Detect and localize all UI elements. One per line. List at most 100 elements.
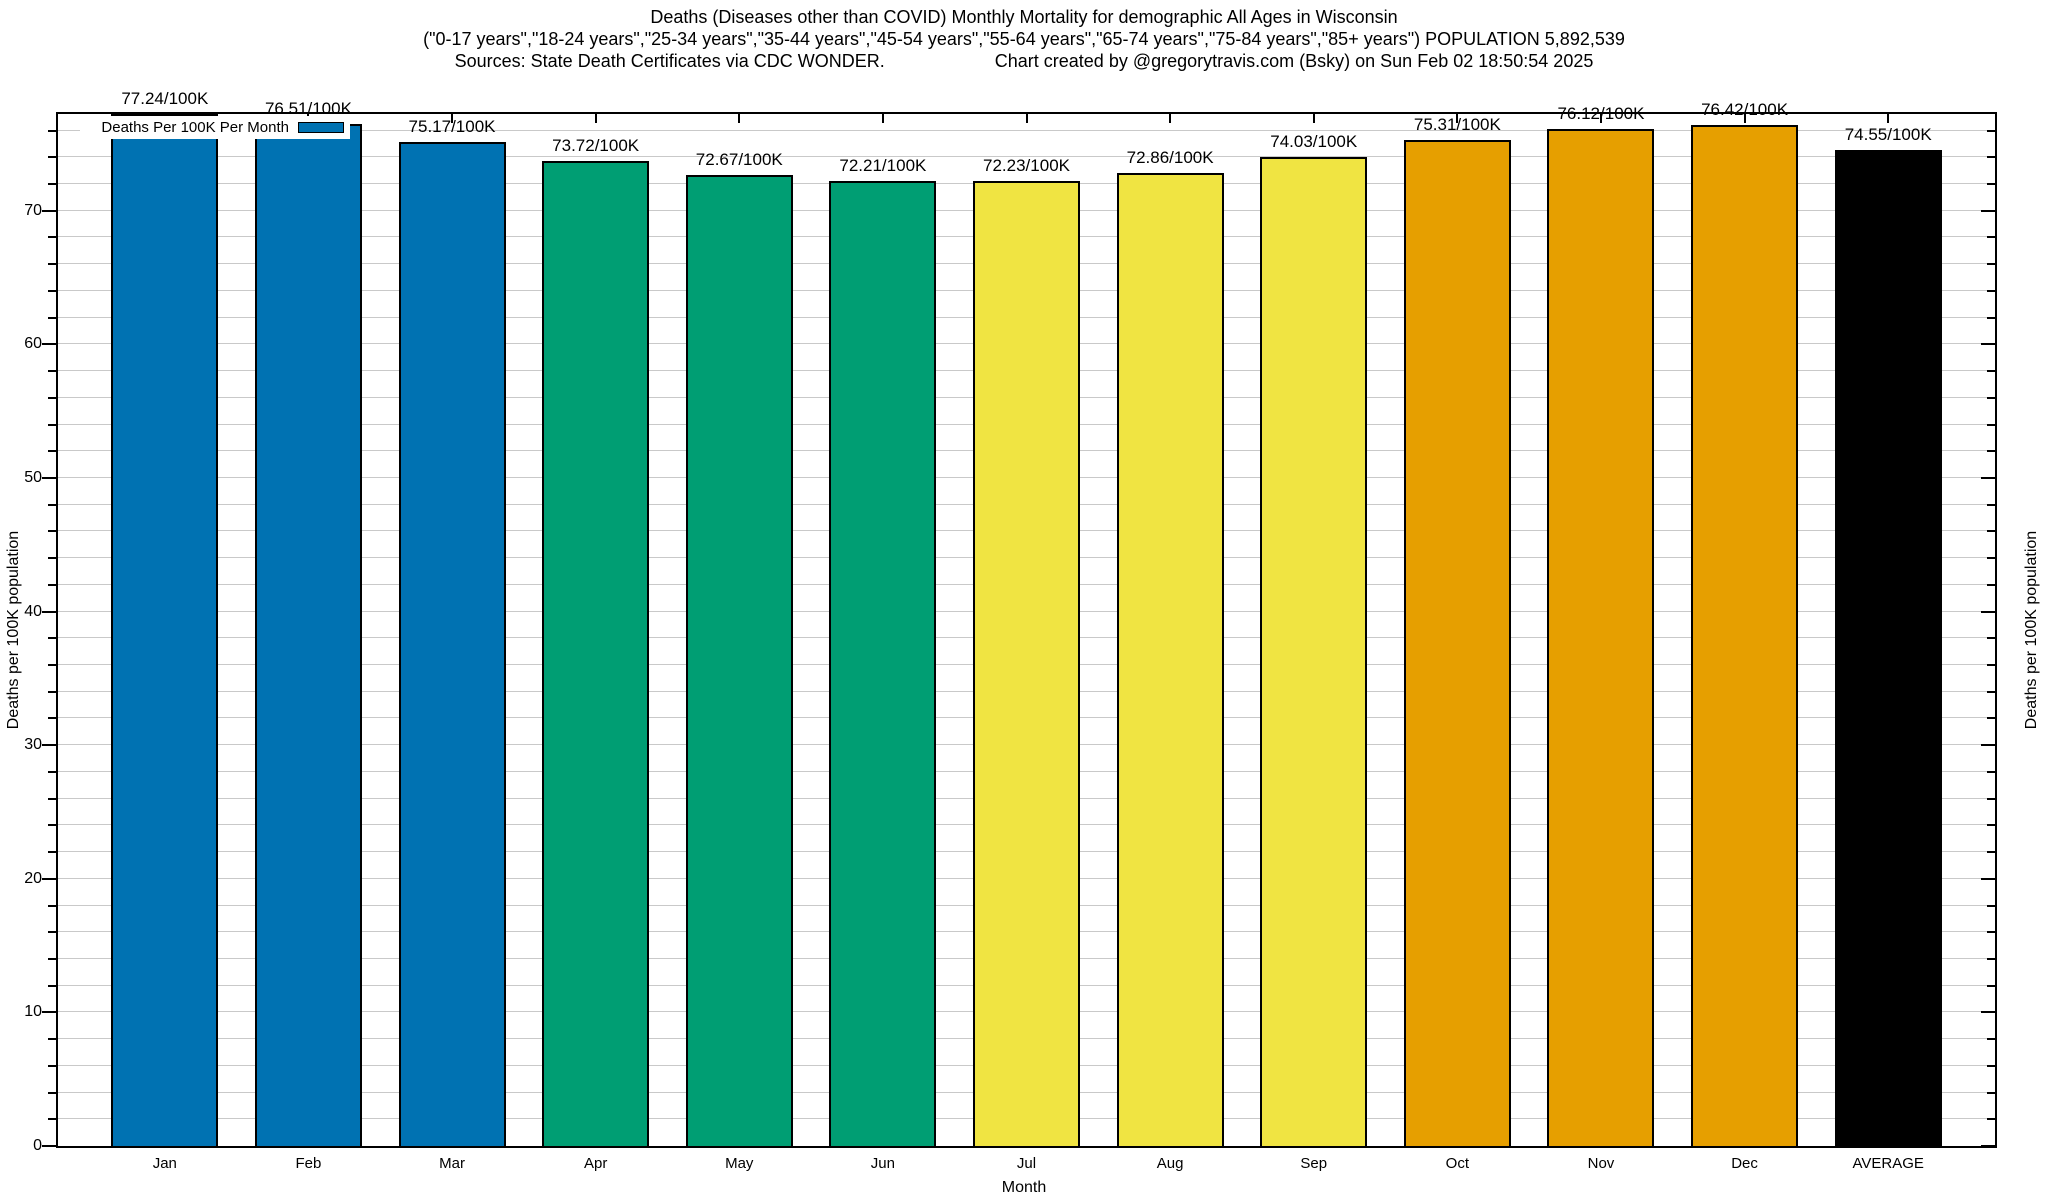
bar-sep (1260, 156, 1368, 1146)
y-tick-left-76 (48, 129, 56, 132)
bar-value-label-feb: 76.51/100K (264, 98, 352, 118)
y-tick-label-30: 30 (24, 736, 42, 754)
bar-value-label-average: 74.55/100K (1844, 124, 1932, 144)
x-tick-label-average: AVERAGE (1852, 1155, 1924, 1172)
x-tick-label-feb: Feb (295, 1155, 322, 1172)
x-tick-label-may: May (725, 1155, 754, 1172)
y-axis-label-left: Deaths per 100K population (5, 530, 22, 730)
y-tick-right-16 (1987, 931, 1995, 934)
y-tick-left-40 (42, 610, 56, 613)
bar-aug (1116, 172, 1224, 1146)
y-tick-left-16 (48, 931, 56, 934)
y-tick-label-20: 20 (24, 869, 42, 887)
x-tick-top-may (738, 114, 741, 123)
y-tick-right-52 (1987, 450, 1995, 453)
y-tick-left-70 (42, 209, 56, 212)
x-tick-top-mar (451, 114, 454, 123)
x-tick-top-average (1887, 114, 1890, 123)
y-tick-left-2 (48, 1118, 56, 1121)
bar-may (685, 175, 793, 1146)
y-tick-left-52 (48, 450, 56, 453)
y-tick-right-48 (1987, 503, 1995, 506)
x-tick-top-dec (1743, 114, 1746, 123)
x-tick-top-apr (594, 114, 597, 123)
y-tick-right-40 (1981, 610, 1995, 613)
y-tick-right-76 (1987, 129, 1995, 132)
legend: Deaths Per 100K Per Month (80, 116, 350, 139)
y-tick-right-2 (1987, 1118, 1995, 1121)
y-tick-left-12 (48, 984, 56, 987)
y-tick-right-18 (1987, 904, 1995, 907)
y-tick-left-56 (48, 396, 56, 399)
y-tick-right-8 (1987, 1038, 1995, 1041)
x-tick-top-sep (1312, 114, 1315, 123)
bar-value-label-mar: 75.17/100K (408, 116, 496, 136)
y-tick-right-26 (1987, 797, 1995, 800)
y-tick-right-42 (1987, 583, 1995, 586)
y-tick-right-66 (1987, 263, 1995, 266)
y-tick-right-28 (1987, 770, 1995, 773)
bar-feb (254, 123, 362, 1146)
y-tick-left-10 (42, 1011, 56, 1014)
y-tick-right-68 (1987, 236, 1995, 239)
x-tick-top-aug (1169, 114, 1172, 123)
y-tick-right-56 (1987, 396, 1995, 399)
y-tick-left-74 (48, 156, 56, 159)
y-tick-right-36 (1987, 664, 1995, 666)
bar-value-label-jan: 77.24/100K (121, 89, 209, 108)
y-tick-left-50 (42, 476, 56, 479)
y-tick-label-10: 10 (24, 1003, 42, 1021)
bar-jun (829, 181, 937, 1146)
y-tick-left-6 (48, 1064, 56, 1067)
chart-title-block: Deaths (Diseases other than COVID) Month… (0, 6, 2048, 72)
y-tick-label-50: 50 (24, 468, 42, 486)
y-tick-right-30 (1981, 744, 1995, 747)
y-tick-left-68 (48, 236, 56, 239)
y-tick-left-8 (48, 1038, 56, 1041)
y-tick-left-36 (48, 664, 56, 666)
y-tick-right-24 (1987, 824, 1995, 827)
y-tick-left-54 (48, 423, 56, 426)
y-tick-right-50 (1981, 476, 1995, 479)
y-tick-right-6 (1987, 1064, 1995, 1067)
x-tick-label-apr: Apr (583, 1155, 608, 1172)
x-tick-label-dec: Dec (1731, 1155, 1758, 1172)
y-tick-left-30 (42, 744, 56, 747)
chart-title-line3: Sources: State Death Certificates via CD… (0, 50, 2048, 72)
y-tick-right-60 (1981, 343, 1995, 346)
y-tick-left-58 (48, 370, 56, 373)
x-tick-label-oct: Oct (1445, 1155, 1470, 1172)
y-tick-right-12 (1987, 984, 1995, 987)
chart-title-line2: ("0-17 years","18-24 years","25-34 years… (423, 29, 1625, 49)
plot-area: Deaths Per 100K Per Month 77.24/100K 76.5… (56, 89, 1997, 1148)
y-tick-right-72 (1987, 183, 1995, 185)
x-tick-label-mar: Mar (439, 1155, 465, 1172)
y-tick-left-42 (48, 583, 56, 586)
legend-swatch-icon (298, 122, 344, 133)
y-tick-left-0 (42, 1145, 56, 1147)
x-tick-top-oct (1456, 114, 1459, 123)
y-tick-right-46 (1987, 530, 1995, 533)
bar-value-label-aug: 72.86/100K (1126, 147, 1214, 167)
chart-credit-text: Chart created by @gregorytravis.com (Bsk… (994, 51, 1594, 71)
y-tick-right-44 (1987, 557, 1995, 560)
bar-nov (1547, 128, 1655, 1146)
y-tick-left-4 (48, 1091, 56, 1094)
gridline-y-74 (58, 156, 1995, 158)
y-tick-left-48 (48, 503, 56, 506)
y-tick-left-38 (48, 637, 56, 640)
bar-value-label-dec: 76.42/100K (1701, 99, 1789, 119)
y-tick-right-14 (1987, 957, 1995, 960)
y-tick-right-20 (1981, 877, 1995, 880)
bar-value-label-jul: 72.23/100K (983, 155, 1070, 175)
y-tick-left-28 (48, 770, 56, 773)
y-tick-label-40: 40 (24, 602, 42, 620)
y-tick-left-22 (48, 851, 56, 854)
x-tick-top-jun (881, 114, 884, 123)
x-tick-top-nov (1599, 114, 1602, 123)
y-tick-right-4 (1987, 1091, 1995, 1094)
y-tick-label-70: 70 (24, 201, 42, 219)
bar-value-label-oct: 75.31/100K (1413, 114, 1501, 134)
y-tick-right-34 (1987, 690, 1995, 693)
